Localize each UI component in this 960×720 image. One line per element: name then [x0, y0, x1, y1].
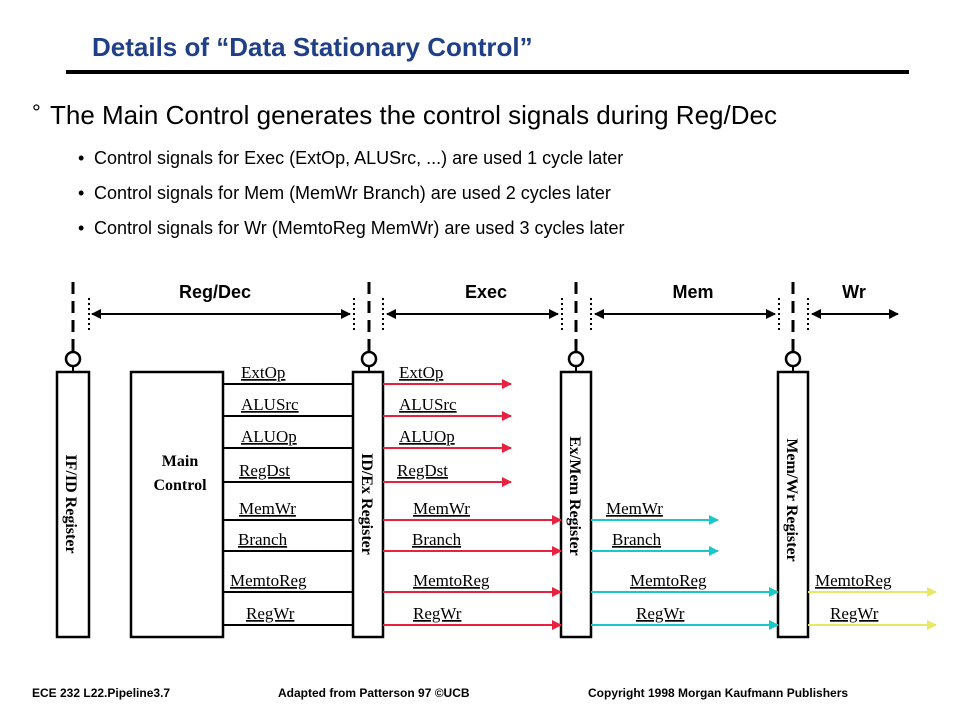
- if-id-register-label: IF/ID Register: [62, 454, 79, 553]
- signal-label: MemWr: [413, 499, 470, 518]
- signal-label: MemWr: [606, 499, 663, 518]
- id-ex-register: [351, 370, 385, 639]
- mem-wr-register-label: Mem/Wr Register: [783, 438, 800, 561]
- signal-label: RegWr: [636, 604, 685, 623]
- signal-label: MemtoReg: [815, 571, 892, 590]
- stage-label-exec: Exec: [465, 282, 507, 302]
- signal-label: Branch: [612, 530, 662, 549]
- footer-copyright: Copyright 1998 Morgan Kaufmann Publisher…: [588, 686, 849, 700]
- signal-label: ALUSrc: [399, 395, 457, 414]
- main-control-box: [129, 370, 225, 639]
- signal-label: RegWr: [246, 604, 295, 623]
- if-id-register: [55, 370, 91, 639]
- sub-bullet-text: Control signals for Exec (ExtOp, ALUSrc,…: [94, 148, 624, 168]
- signal-label: MemtoReg: [630, 571, 707, 590]
- id-ex-signals: ExtOp ALUSrc ALUOp RegDst MemWr Branch M…: [383, 363, 562, 630]
- bullet-dot-icon: •: [78, 218, 85, 238]
- ex-mem-signals: MemWr Branch MemtoReg RegWr: [591, 499, 779, 630]
- main-control-signals: ExtOp ALUSrc ALUOp RegDst MemWr Branch M…: [223, 363, 353, 626]
- clock-inputs: [64, 350, 802, 372]
- clock-circle-icon: [64, 350, 82, 368]
- main-control-label: Main: [162, 453, 199, 470]
- ex-mem-register: [559, 370, 593, 639]
- sub-bullet-text: Control signals for Wr (MemtoReg MemWr) …: [94, 218, 625, 238]
- signal-label: Branch: [238, 530, 288, 549]
- signal-label: Branch: [412, 530, 462, 549]
- stage-label-regdec: Reg/Dec: [179, 282, 251, 302]
- signal-label: RegWr: [413, 604, 462, 623]
- sub-bullet: • Control signals for Exec (ExtOp, ALUSrc…: [78, 148, 623, 169]
- id-ex-register-label: ID/Ex Register: [358, 453, 375, 555]
- ex-mem-register-label: Ex/Mem Register: [566, 436, 583, 556]
- sub-bullet-text: Control signals for Mem (MemWr Branch) a…: [94, 183, 611, 203]
- clock-boundaries: [71, 282, 809, 352]
- bullet-dot-icon: •: [78, 183, 85, 203]
- signal-label: MemWr: [239, 499, 296, 518]
- signal-label: RegWr: [830, 604, 879, 623]
- bullet-dot-icon: •: [78, 148, 85, 168]
- signal-label: ExtOp: [241, 363, 285, 382]
- bullet-marker: °: [32, 100, 41, 125]
- signal-label: MemtoReg: [230, 571, 307, 590]
- signal-label: ALUOp: [241, 427, 297, 446]
- clock-circle-icon: [360, 350, 378, 368]
- signal-label: RegDst: [239, 461, 290, 480]
- signal-label: RegDst: [397, 461, 448, 480]
- footer-adapted: Adapted from Patterson 97 ©UCB: [278, 686, 470, 700]
- slide-title: Details of “Data Stationary Control”: [92, 32, 533, 62]
- footer-course: ECE 232 L22.Pipeline3.7: [32, 686, 171, 700]
- signal-label: ALUSrc: [241, 395, 299, 414]
- signal-label: ALUOp: [399, 427, 455, 446]
- stage-label-mem: Mem: [672, 282, 713, 302]
- clock-circle-icon: [784, 350, 802, 368]
- sub-bullet: • Control signals for Mem (MemWr Branch) …: [78, 183, 611, 204]
- clock-circle-icon: [567, 350, 585, 368]
- sub-bullet: • Control signals for Wr (MemtoReg MemWr)…: [78, 218, 625, 239]
- signal-label: MemtoReg: [413, 571, 490, 590]
- stage-label-wr: Wr: [842, 282, 866, 302]
- main-bullet: ° The Main Control generates the control …: [32, 100, 777, 131]
- mem-wr-register: [776, 370, 810, 639]
- signal-label: ExtOp: [399, 363, 443, 382]
- main-bullet-text: The Main Control generates the control s…: [50, 100, 777, 130]
- main-control-label: Control: [153, 477, 207, 494]
- mem-wr-signals: MemtoReg RegWr: [808, 571, 937, 630]
- title-underline: [66, 70, 909, 74]
